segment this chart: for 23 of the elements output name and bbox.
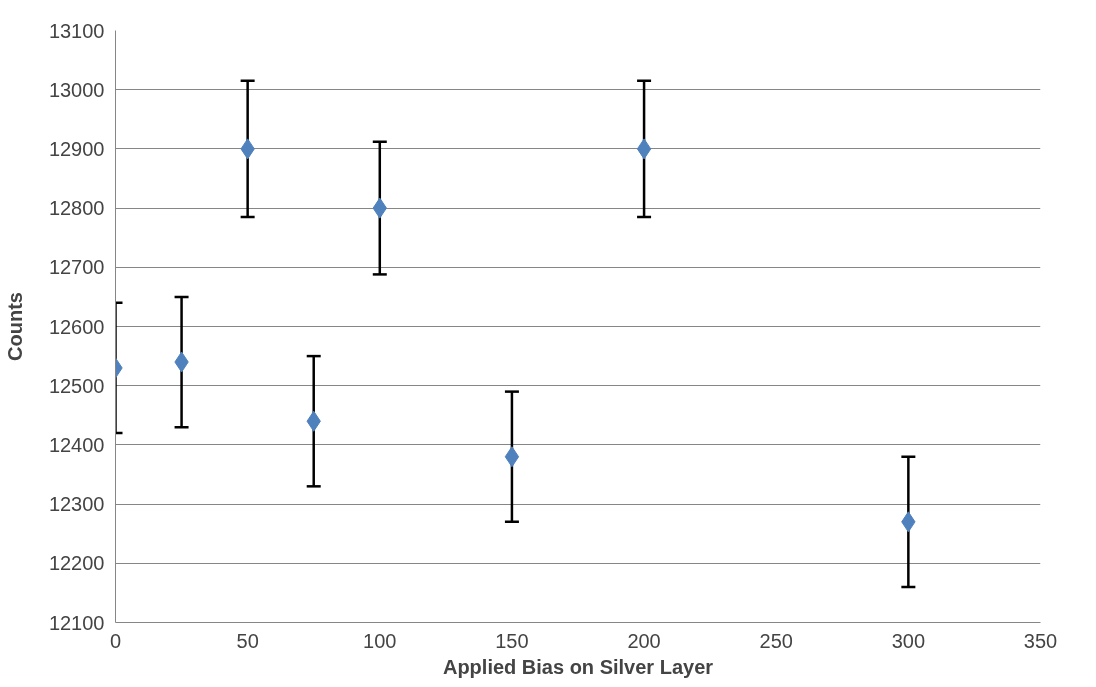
y-tick-label: 12500 [48,374,105,397]
x-tick-label: 300 [891,629,926,652]
x-tick-label: 150 [495,629,529,652]
x-tick-label: 250 [759,629,793,652]
x-tick-label: 0 [109,629,122,652]
x-tick-label: 200 [627,629,661,652]
y-tick-label: 12700 [48,256,105,279]
y-tick-label: 12100 [48,611,105,634]
x-tick-label: 50 [236,629,259,652]
y-tick-label: 12800 [48,197,105,220]
x-axis-title: Applied Bias on Silver Layer [442,655,714,678]
y-tick-label: 12900 [48,137,105,160]
point [636,138,652,160]
x-tick-label: 100 [363,629,397,652]
y-tick-label: 13000 [48,78,105,101]
x-tick-label: 350 [1023,629,1058,652]
y-tick-label: 12300 [48,493,105,516]
y-tick-label: 12600 [48,315,105,338]
y-tick-label: 13100 [48,19,105,42]
y-tick-label: 12400 [48,433,105,456]
y-axis-title: Counts [3,292,26,361]
y-tick-label: 12200 [48,552,105,575]
point [504,446,520,468]
